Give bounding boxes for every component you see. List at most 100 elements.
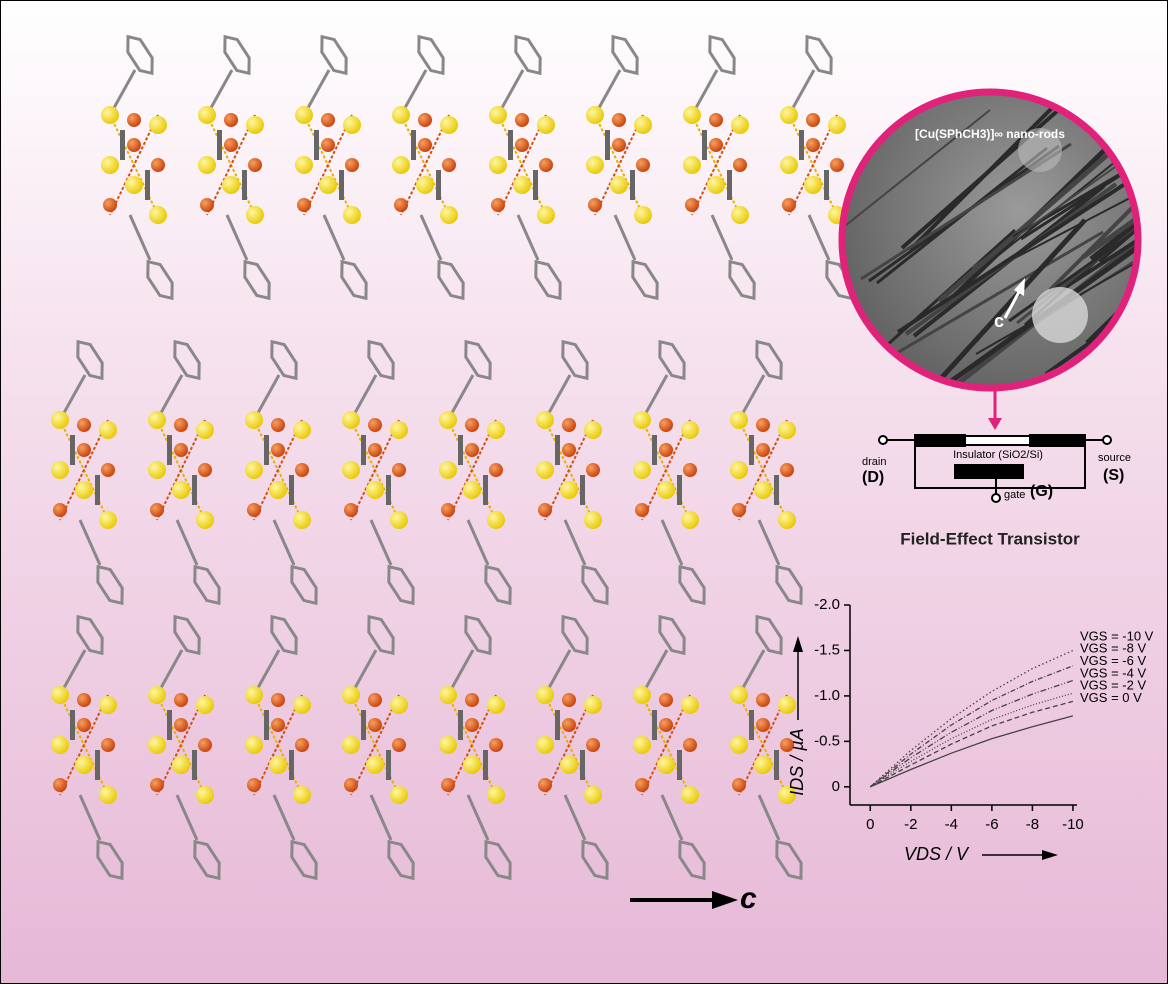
atom: [489, 738, 503, 752]
methyl: [483, 750, 488, 780]
atom: [101, 463, 115, 477]
atom: [828, 116, 846, 134]
atom: [754, 756, 772, 774]
atom: [633, 736, 651, 754]
atom: [392, 156, 410, 174]
methyl: [630, 170, 635, 200]
atom: [368, 693, 382, 707]
methyl: [799, 130, 804, 160]
atom: [198, 156, 216, 174]
atom: [612, 138, 626, 152]
atom: [343, 206, 361, 224]
atom: [148, 686, 166, 704]
atom: [806, 138, 820, 152]
atom: [487, 696, 505, 714]
atom: [439, 686, 457, 704]
atom: [707, 176, 725, 194]
atom: [342, 736, 360, 754]
atom: [394, 198, 408, 212]
atom: [174, 718, 188, 732]
atom: [633, 411, 651, 429]
atom: [321, 138, 335, 152]
atom: [659, 718, 673, 732]
atom: [295, 738, 309, 752]
atom: [562, 418, 576, 432]
atom: [295, 463, 309, 477]
atom: [681, 786, 699, 804]
atom: [269, 481, 287, 499]
atom: [368, 443, 382, 457]
methyl: [727, 170, 732, 200]
atom: [390, 786, 408, 804]
atom: [245, 736, 263, 754]
atom: [463, 481, 481, 499]
methyl: [580, 750, 585, 780]
methyl: [167, 710, 172, 740]
methyl: [483, 475, 488, 505]
atom: [685, 198, 699, 212]
methyl: [824, 170, 829, 200]
atom: [269, 756, 287, 774]
atom: [782, 198, 796, 212]
atom: [465, 443, 479, 457]
atom: [148, 461, 166, 479]
atom: [125, 176, 143, 194]
atom: [487, 786, 505, 804]
methyl: [652, 435, 657, 465]
atom: [174, 418, 188, 432]
atom: [780, 156, 798, 174]
atom: [489, 463, 503, 477]
atom: [778, 511, 796, 529]
atom: [610, 176, 628, 194]
atom: [295, 106, 313, 124]
atom: [196, 696, 214, 714]
atom: [293, 786, 311, 804]
atom: [515, 138, 529, 152]
atom: [319, 176, 337, 194]
atom: [635, 778, 649, 792]
atom: [562, 693, 576, 707]
x-axis-label: VDS / V: [904, 844, 970, 864]
atom: [293, 511, 311, 529]
atom: [148, 411, 166, 429]
methyl: [774, 750, 779, 780]
atom: [390, 696, 408, 714]
atom: [635, 503, 649, 517]
methyl: [120, 130, 125, 160]
atom: [150, 778, 164, 792]
atom: [245, 686, 263, 704]
atom: [53, 778, 67, 792]
atom: [487, 511, 505, 529]
x-tick-label: -10: [1062, 816, 1084, 833]
atom: [754, 481, 772, 499]
atom: [246, 116, 264, 134]
atom: [368, 718, 382, 732]
y-tick-label: -0.5: [814, 732, 840, 749]
atom: [150, 503, 164, 517]
atom: [730, 736, 748, 754]
atom: [756, 418, 770, 432]
atom: [75, 756, 93, 774]
methyl: [677, 750, 682, 780]
atom: [683, 106, 701, 124]
atom: [441, 778, 455, 792]
y-axis-label: IDS / µA: [787, 728, 807, 795]
atom: [584, 696, 602, 714]
legend-entry: VGS = 0 V: [1080, 690, 1142, 705]
atom: [683, 463, 697, 477]
atom: [536, 736, 554, 754]
atom: [77, 418, 91, 432]
atom: [732, 503, 746, 517]
x-tick-label: -6: [985, 816, 998, 833]
atom: [366, 481, 384, 499]
atom: [390, 511, 408, 529]
atom: [487, 421, 505, 439]
methyl: [95, 750, 100, 780]
methyl: [217, 130, 222, 160]
methyl: [652, 710, 657, 740]
atom: [730, 411, 748, 429]
methyl: [386, 750, 391, 780]
atom: [172, 756, 190, 774]
methyl: [289, 475, 294, 505]
atom: [586, 463, 600, 477]
